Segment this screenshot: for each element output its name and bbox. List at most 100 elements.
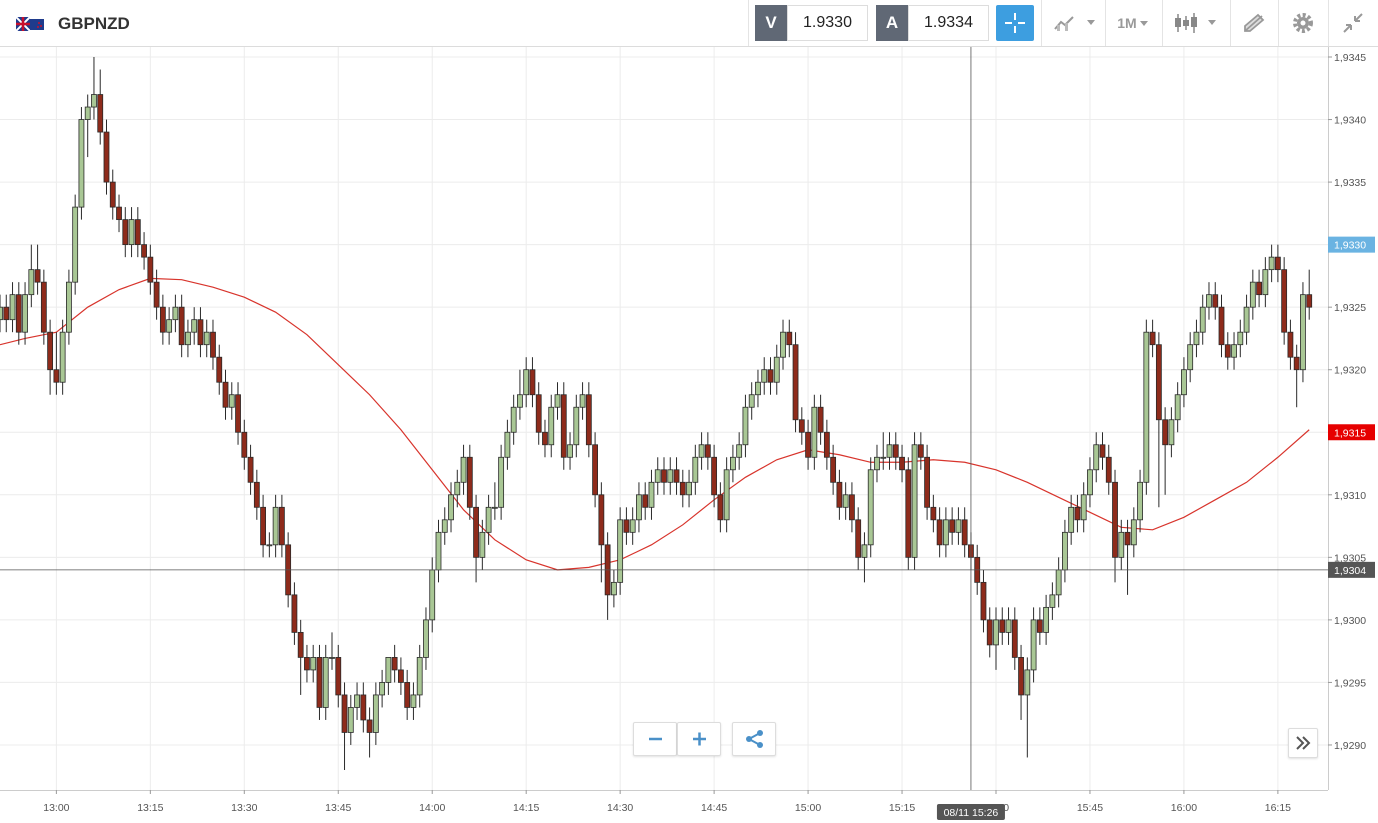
candle-body: [585, 394, 592, 446]
candle-body: [329, 657, 335, 659]
candle-body: [542, 431, 548, 446]
candle-body: [1193, 331, 1200, 346]
candle-body: [15, 294, 22, 333]
candle-body: [153, 281, 160, 308]
candle-body: [1268, 256, 1275, 271]
buy-button[interactable]: A: [876, 5, 908, 41]
candle-body: [141, 244, 147, 258]
candle-body: [34, 269, 41, 283]
crosshair-time-label: 08/11 15:26: [944, 807, 999, 819]
candle-body: [861, 544, 868, 558]
buy-price[interactable]: 1.9334: [908, 5, 989, 41]
candle-body: [416, 657, 423, 696]
candle-body: [1306, 294, 1313, 308]
candle-body: [1199, 306, 1206, 333]
candle-body: [993, 619, 999, 646]
candle-body: [911, 444, 918, 558]
candle-body: [905, 469, 912, 558]
interval-button[interactable]: 1M: [1110, 5, 1158, 41]
candle-body: [1130, 519, 1137, 546]
candle-body: [1237, 331, 1244, 346]
candle-body: [899, 456, 905, 471]
candle-body: [642, 494, 649, 508]
zoom-out-button[interactable]: [633, 722, 677, 756]
candle-body: [91, 94, 97, 108]
candle-body: [636, 494, 642, 521]
share-button[interactable]: [732, 722, 776, 756]
candle-body: [535, 394, 542, 433]
candle-body: [761, 369, 768, 383]
candle-body: [228, 394, 235, 408]
candle-body: [654, 469, 661, 483]
draw-button[interactable]: [1236, 5, 1272, 41]
candle-body: [1155, 344, 1162, 421]
candle-body: [560, 394, 567, 458]
candle-body: [679, 481, 686, 496]
candle-body: [830, 456, 837, 483]
candle-body: [1080, 494, 1087, 521]
candle-body: [197, 319, 204, 346]
plot-background: [0, 47, 1328, 790]
candle-body: [1293, 356, 1300, 371]
candle-body: [1181, 369, 1187, 396]
candle-body: [573, 406, 580, 446]
candle-body: [930, 506, 937, 521]
collapse-button[interactable]: [1335, 5, 1371, 41]
candle-body: [222, 381, 229, 408]
candle-body: [823, 431, 830, 458]
candle-body: [278, 506, 285, 546]
collapse-icon: [1343, 13, 1363, 33]
candle-body: [510, 406, 517, 433]
candle-body: [291, 594, 298, 633]
candle-body: [723, 469, 730, 521]
candle-button[interactable]: [1170, 5, 1224, 41]
candle-body: [955, 519, 962, 533]
sell-button[interactable]: V: [755, 5, 787, 41]
candle-body: [598, 494, 605, 546]
crosshair-button[interactable]: [996, 5, 1034, 41]
candle-body: [1143, 331, 1150, 483]
x-tick-label: 16:00: [1171, 802, 1197, 814]
price-marker-label: 1,9315: [1334, 427, 1366, 439]
candle-body: [755, 381, 761, 396]
y-tick-label: 1,9300: [1334, 615, 1366, 627]
candle-body: [22, 294, 28, 333]
candle-body: [742, 406, 749, 446]
candle-body: [610, 581, 617, 596]
toolbar: GBPNZD V 1.9330 A 1.9334 1M: [0, 0, 1378, 47]
zoom-in-button[interactable]: [677, 722, 721, 756]
candle-body: [498, 456, 505, 508]
candle-body: [147, 256, 154, 283]
candle-body: [936, 519, 943, 546]
candle-body: [880, 456, 887, 459]
candle-body: [1231, 344, 1237, 358]
candle-body: [72, 206, 79, 283]
x-tick-label: 14:45: [701, 802, 727, 814]
candle-body: [53, 369, 60, 383]
candle-body: [423, 619, 429, 658]
candle-body: [1099, 444, 1106, 458]
chart-type-button[interactable]: [1048, 5, 1100, 41]
candle-body: [730, 456, 736, 471]
candle-body: [1049, 594, 1056, 608]
scroll-end-button[interactable]: [1288, 728, 1318, 758]
candle-body: [40, 281, 47, 333]
candle-body: [178, 306, 185, 346]
candle-body: [736, 444, 743, 458]
candle-body: [798, 419, 805, 433]
y-tick-label: 1,9325: [1334, 302, 1366, 314]
candle-body: [554, 394, 561, 408]
interval: 1M: [1117, 15, 1137, 31]
candle-body: [1068, 506, 1075, 533]
candle-body: [366, 719, 373, 733]
sell-price[interactable]: 1.9330: [787, 5, 868, 41]
candle-body: [949, 519, 956, 533]
x-tick-label: 13:15: [137, 802, 163, 814]
candle-body: [47, 331, 54, 371]
candle-body: [28, 269, 35, 296]
settings-button[interactable]: [1285, 5, 1321, 41]
candle-body: [617, 519, 624, 583]
candle-body: [1206, 294, 1212, 308]
y-tick-label: 1,9345: [1334, 52, 1366, 64]
candle-body: [304, 657, 310, 671]
